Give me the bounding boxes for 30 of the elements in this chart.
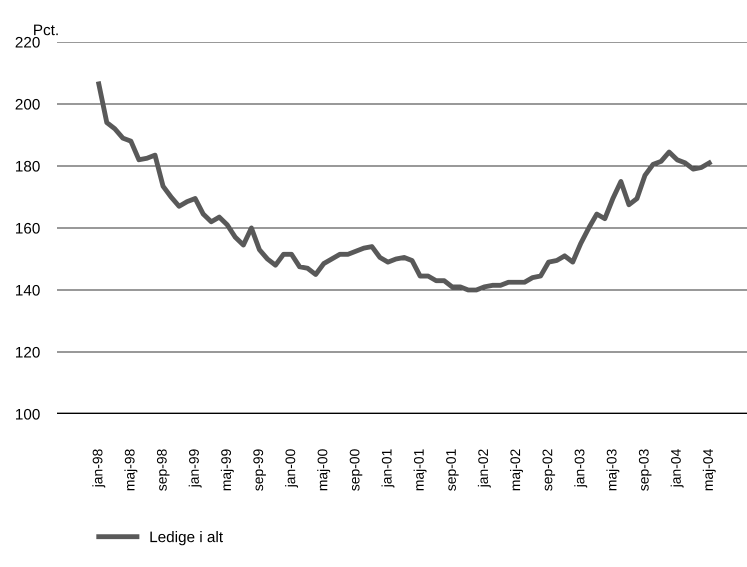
y-tick-label: 100 (16, 408, 40, 420)
x-tick-label: maj-03 (606, 449, 620, 490)
x-tick-label: maj-98 (124, 449, 138, 490)
y-tick-label: 140 (16, 284, 40, 296)
y-axis-title: Pct. (34, 24, 58, 36)
y-tick-label: 120 (16, 346, 40, 358)
x-tick-label: jan-02 (478, 449, 491, 488)
x-tick-label: jan-03 (574, 449, 588, 488)
x-tick-label: sep-00 (350, 449, 362, 491)
y-tick-label: 160 (16, 222, 40, 234)
x-tick-label: jan-01 (381, 449, 394, 488)
x-tick-label: sep-01 (446, 449, 459, 491)
x-tick-label: sep-99 (253, 449, 266, 491)
x-tick-label: maj-02 (510, 449, 523, 490)
y-tick-label: 200 (16, 98, 40, 110)
line-series (96, 81, 712, 292)
y-tick-label: 180 (16, 160, 40, 172)
legend-label: Ledige i alt (150, 531, 223, 546)
x-tick-label: jan-98 (92, 449, 106, 488)
x-tick-label: maj-00 (317, 449, 330, 490)
x-tick-label: jan-04 (670, 449, 684, 488)
x-tick-label: jan-99 (188, 449, 202, 488)
x-tick-label: sep-02 (542, 449, 556, 491)
x-tick-label: maj-04 (702, 449, 716, 490)
y-tick-label: 220 (16, 36, 40, 48)
x-tick-label: sep-03 (638, 449, 652, 491)
x-tick-label: maj-99 (220, 449, 234, 490)
x-tick-label: maj-01 (414, 449, 427, 490)
x-tick-label: jan-00 (285, 449, 298, 488)
x-tick-label: sep-98 (156, 449, 170, 491)
